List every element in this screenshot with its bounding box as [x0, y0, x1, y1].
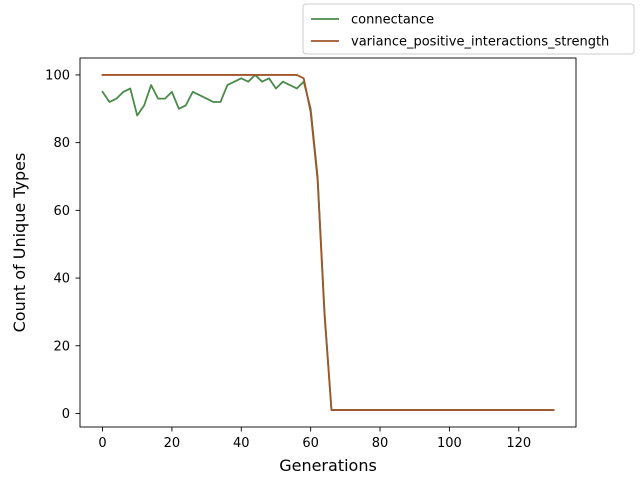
series-line-2	[101, 74, 555, 411]
y-tick-label: 40	[53, 272, 70, 287]
y-tick-label: 80	[53, 136, 70, 151]
x-tick-label: 60	[302, 436, 319, 451]
legend-label: variance_positive_interactions_strength	[351, 35, 609, 50]
y-axis-title: Count of Unique Types	[10, 153, 29, 333]
y-tick-label: 20	[53, 339, 70, 354]
x-axis-title: Generations	[279, 456, 377, 475]
series-layer	[101, 74, 555, 411]
legend: connectance variance_positive_interaction…	[302, 3, 635, 55]
y-tick-label: 60	[53, 204, 70, 219]
x-tick-label: 80	[372, 436, 389, 451]
x-tick-label: 40	[233, 436, 250, 451]
axes-layer: 0 20 40 60 80 100 120 0 20 40 60 80 100	[45, 57, 577, 451]
x-tick-label: 20	[164, 436, 181, 451]
y-tick-label: 100	[45, 68, 70, 83]
x-tick-label: 100	[437, 436, 462, 451]
y-tick-label: 0	[62, 407, 70, 422]
legend-label: connectance	[351, 13, 434, 28]
plot-frame	[79, 57, 577, 428]
x-tick-label: 120	[506, 436, 531, 451]
x-tick-label: 0	[98, 436, 106, 451]
legend-box	[302, 3, 635, 55]
